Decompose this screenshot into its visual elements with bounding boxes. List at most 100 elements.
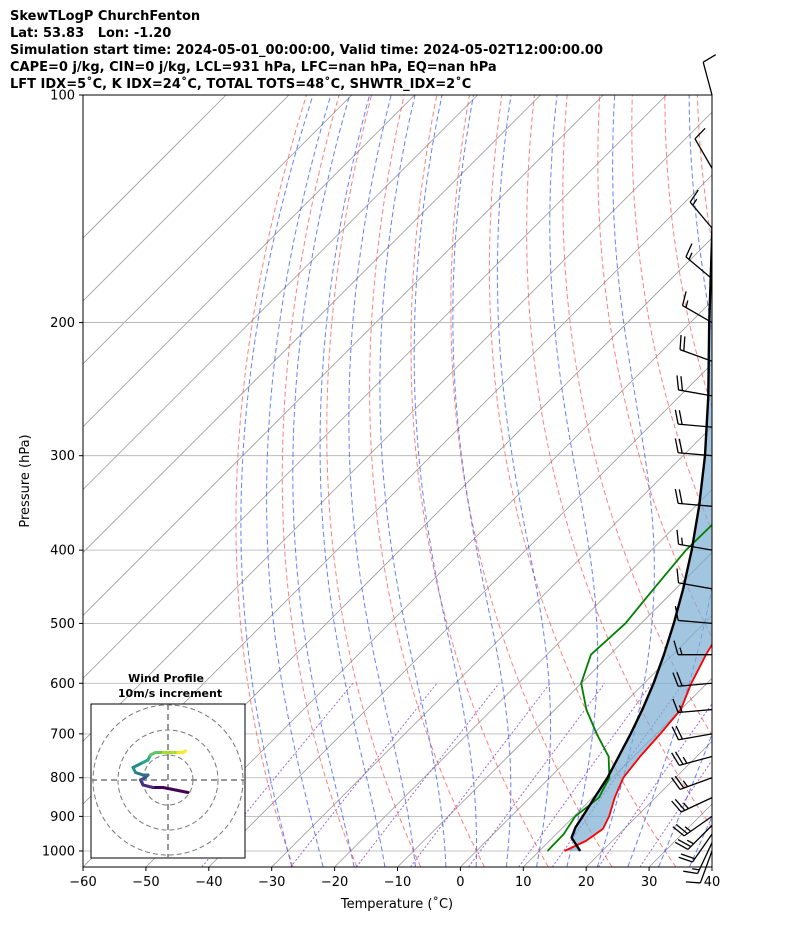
title-line-location: Lat: 53.83 Lon: -1.20 bbox=[10, 26, 172, 41]
dry-adiabat-line bbox=[526, 95, 712, 829]
wind-barb-flag bbox=[673, 640, 679, 655]
wind-barb-flag bbox=[671, 726, 680, 741]
wind-barb-half-flag bbox=[686, 839, 694, 845]
wind-barb-flag bbox=[678, 410, 683, 425]
y-tick-label: 500 bbox=[50, 617, 75, 632]
x-tick-label: −10 bbox=[384, 875, 411, 890]
wind-barb-flag bbox=[674, 438, 679, 453]
moist-adiabat-line bbox=[720, 95, 794, 867]
x-axis-ticks: −60 −50 −40 −30 −20 −10 0 10 20 30 40 bbox=[69, 867, 720, 890]
mixing-ratio-line bbox=[468, 683, 606, 867]
dry-adiabat-line bbox=[235, 95, 307, 867]
wind-barb-staff bbox=[678, 755, 713, 766]
wind-barb-staff bbox=[691, 833, 713, 863]
mixing-ratio-line bbox=[290, 682, 438, 867]
wind-barb-staff bbox=[689, 201, 713, 229]
wind-barb-half-flag bbox=[692, 198, 698, 206]
wind-barb-flag bbox=[671, 800, 682, 813]
moist-adiabat-line bbox=[240, 95, 314, 867]
wind-barb-half-flag bbox=[682, 780, 689, 787]
hodograph-segment bbox=[141, 783, 155, 789]
wind-barb-staff bbox=[697, 842, 713, 874]
isotherm-line bbox=[271, 426, 712, 867]
wind-barb-staff bbox=[678, 619, 713, 625]
isotherm-line bbox=[523, 677, 712, 867]
wind-barb-staff bbox=[683, 815, 713, 837]
chart-title-block: SkewTLogP ChurchFenton Lat: 53.83 Lon: -… bbox=[10, 8, 603, 93]
x-tick-label: 40 bbox=[704, 875, 721, 890]
wind-barb-staff bbox=[678, 733, 713, 741]
wind-barb-half-flag bbox=[682, 756, 688, 764]
wind-barb-flag bbox=[677, 838, 692, 848]
y-tick-label: 200 bbox=[50, 316, 75, 331]
wind-barb-half-flag bbox=[681, 537, 684, 546]
wind-barb bbox=[674, 824, 713, 850]
mixing-ratio-line bbox=[518, 683, 653, 867]
moist-adiabat-line bbox=[596, 95, 655, 867]
y-tick-label: 1000 bbox=[42, 844, 75, 859]
wind-barb-staff bbox=[678, 452, 713, 457]
wind-barb-flag bbox=[672, 826, 685, 837]
wind-barb bbox=[674, 409, 713, 428]
wind-barb-staff bbox=[678, 389, 713, 397]
wind-barb-half-flag bbox=[685, 300, 689, 308]
moist-adiabat-line bbox=[549, 95, 599, 867]
isotherm-line bbox=[83, 95, 227, 239]
moist-adiabat-line bbox=[658, 733, 712, 867]
dry-adiabat-line bbox=[369, 95, 485, 867]
wind-barb bbox=[702, 54, 717, 96]
wind-barb-staff bbox=[678, 423, 713, 428]
title-line-indices: LFT IDX=5˚C, K IDX=24˚C, TOTAL TOTS=48˚C… bbox=[10, 77, 472, 92]
wind-barb-flag bbox=[679, 335, 682, 350]
x-tick-label: −20 bbox=[321, 875, 348, 890]
x-tick-label: −60 bbox=[69, 875, 96, 890]
isotherm-line bbox=[585, 740, 712, 867]
wind-barb-staff bbox=[680, 797, 713, 813]
hodograph-segment bbox=[161, 786, 177, 792]
isotherm-line bbox=[83, 95, 541, 554]
isotherm-line bbox=[711, 866, 712, 867]
y-tick-label: 800 bbox=[50, 771, 75, 786]
wind-barb-flag bbox=[672, 698, 679, 713]
wind-barb-flag bbox=[680, 376, 684, 391]
wind-barb-flag bbox=[675, 725, 684, 740]
y-tick-label: 300 bbox=[50, 449, 75, 464]
isotherm-line bbox=[145, 300, 712, 867]
wind-barb-flag bbox=[678, 489, 683, 504]
wind-profile-inset: Wind Profile 10m/s increment bbox=[90, 672, 246, 859]
wind-barb-flag bbox=[674, 751, 684, 765]
moist-adiabat-line bbox=[379, 95, 447, 867]
wind-barb-staff bbox=[678, 543, 713, 551]
wind-barb-flag bbox=[678, 438, 683, 454]
moist-adiabat-line bbox=[266, 95, 332, 867]
y-tick-label: 100 bbox=[50, 89, 75, 104]
title-line-time: Simulation start time: 2024-05-01_00:00:… bbox=[10, 43, 603, 58]
wind-barb-flag bbox=[674, 798, 686, 811]
isotherm-line bbox=[83, 95, 604, 616]
inset-title: Wind Profile bbox=[128, 672, 204, 685]
x-tick-label: 10 bbox=[515, 875, 532, 890]
isotherm-line bbox=[83, 95, 415, 428]
wind-barb-half-flag bbox=[678, 705, 683, 713]
y-axis-label: Pressure (hPa) bbox=[18, 434, 33, 527]
dry-adiabat-line bbox=[410, 95, 549, 867]
dry-adiabat-line bbox=[597, 95, 712, 639]
wind-barb-flag bbox=[685, 243, 693, 258]
hodograph-segment bbox=[174, 788, 190, 794]
wind-barb-staff bbox=[678, 708, 713, 714]
wind-barb-half-flag bbox=[683, 802, 689, 810]
wind-barb bbox=[670, 775, 713, 790]
wind-barb bbox=[671, 797, 713, 813]
plot-area bbox=[83, 95, 794, 867]
wind-barb-half-flag bbox=[684, 826, 692, 832]
wind-barb bbox=[681, 291, 713, 324]
wind-barb bbox=[674, 438, 713, 457]
moist-adiabat-line bbox=[452, 95, 512, 867]
wind-barb-flag bbox=[674, 775, 685, 789]
wind-barb bbox=[676, 568, 713, 590]
wind-barb-staff bbox=[679, 777, 713, 790]
isotherm-lines bbox=[83, 95, 712, 867]
wind-barb bbox=[671, 751, 713, 766]
wind-barb-flag bbox=[670, 777, 681, 790]
